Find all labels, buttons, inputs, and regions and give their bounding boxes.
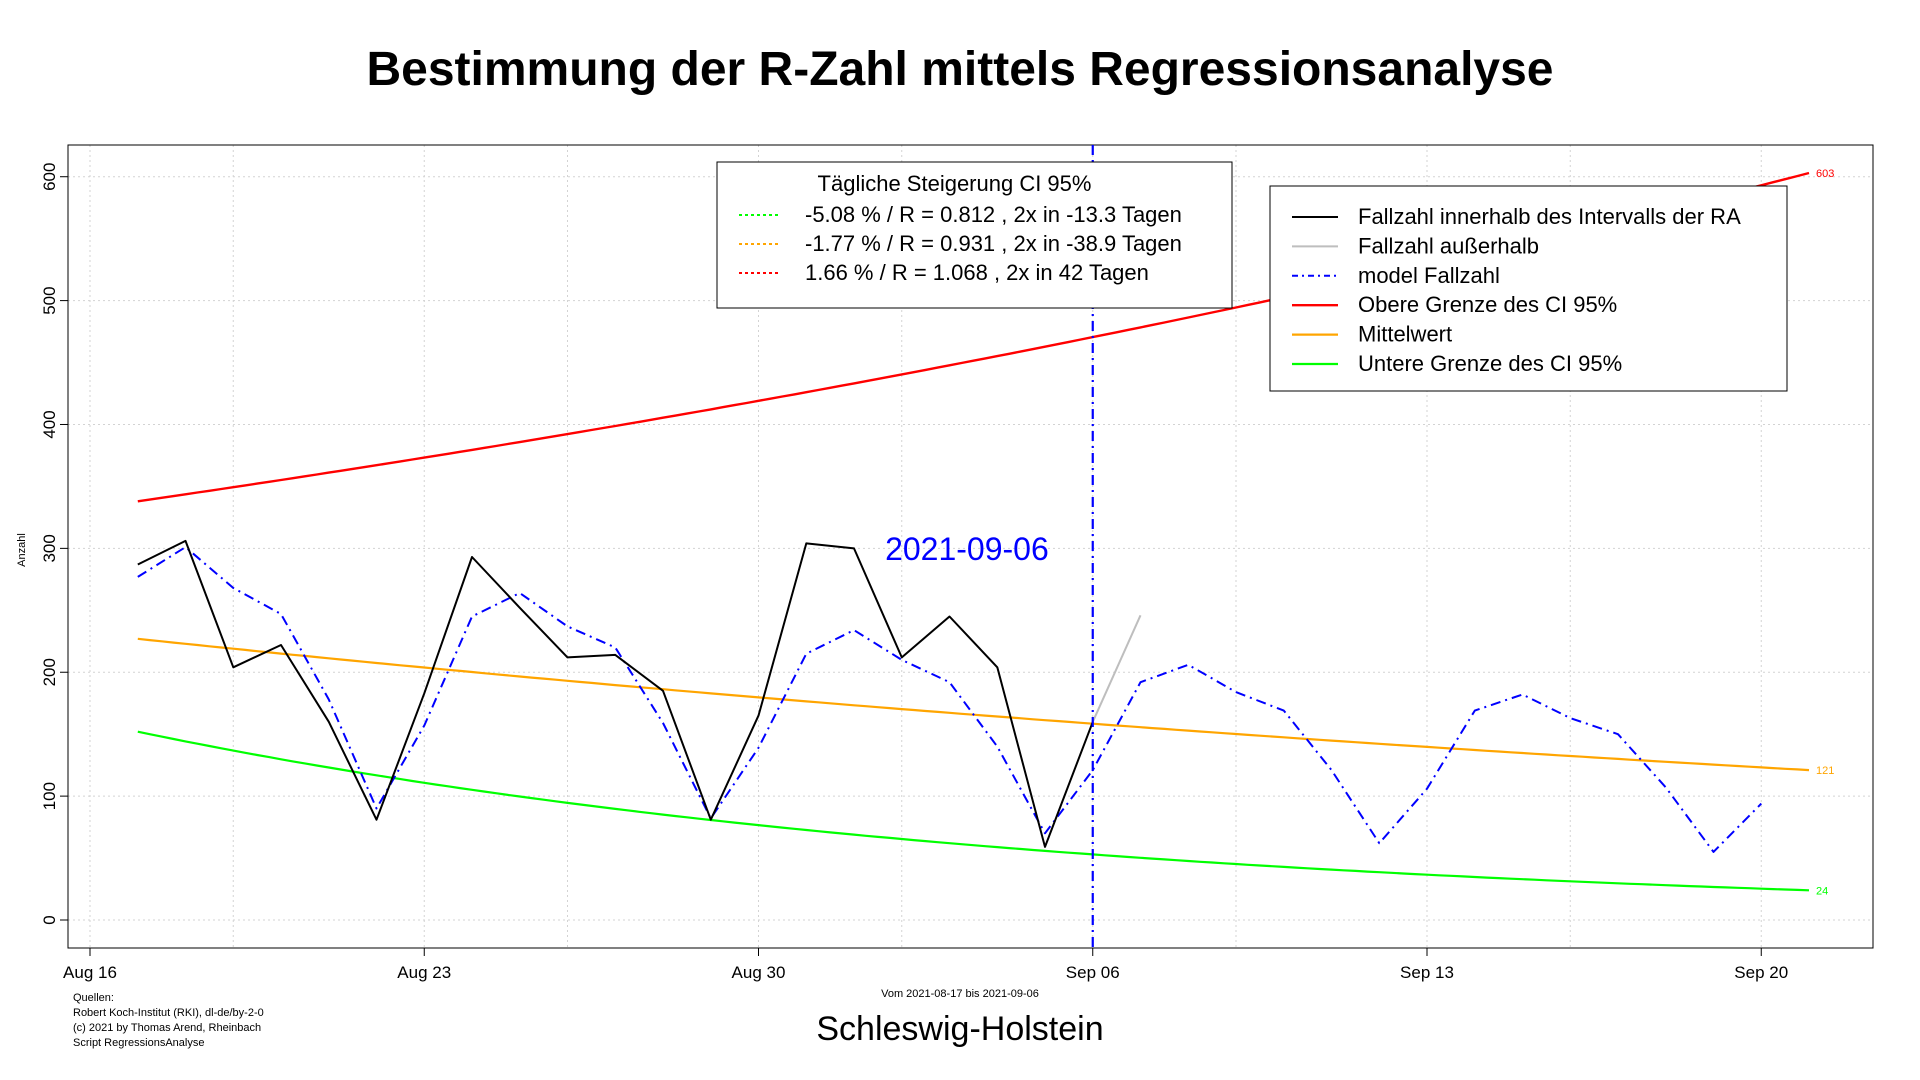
series-legend-entry-obere: Obere Grenze des CI 95%: [1358, 292, 1617, 317]
region-label: Schleswig-Holstein: [816, 1010, 1104, 1048]
y-tick-label-3: 300: [40, 534, 59, 562]
x-tick-label-5: Sep 20: [1734, 963, 1788, 982]
source-copyright: (c) 2021 by Thomas Arend, Rheinbach: [73, 1022, 262, 1034]
plot-frame: [67, 144, 1874, 949]
series-line-mittel: [137, 637, 1810, 772]
y-tick-label-6: 600: [40, 163, 59, 191]
series-legend-entry-fallzahl: Fallzahl innerhalb des Intervalls der RA: [1358, 204, 1741, 229]
end-label-untere: 24: [1816, 885, 1828, 897]
x-tick-label-1: Aug 23: [397, 963, 451, 982]
series-legend-box: [1269, 185, 1788, 392]
series-legend-entry-ausserhalb: Fallzahl außerhalb: [1358, 233, 1539, 258]
series-legend-entry-mittel: Mittelwert: [1358, 322, 1452, 347]
series-line-ausserhalb: [1091, 614, 1142, 723]
sources-label: Quellen:: [73, 992, 114, 1004]
series-legend-entry-untere: Untere Grenze des CI 95%: [1358, 351, 1622, 376]
ci-legend-entry-mittel: -1.77 % / R = 0.931 , 2x in -38.9 Tagen: [805, 231, 1182, 256]
x-tick-label-4: Sep 13: [1400, 963, 1454, 982]
y-tick-label-0: 0: [40, 915, 59, 924]
ci-legend-entry-obere: 1.66 % / R = 1.068 , 2x in 42 Tagen: [805, 260, 1149, 285]
series-line-fallzahl: [137, 539, 1094, 848]
series-line-untere: [137, 730, 1810, 892]
y-tick-label-2: 200: [40, 658, 59, 686]
y-tick-label-1: 100: [40, 782, 59, 810]
chart-title: Bestimmung der R-Zahl mittels Regression…: [366, 43, 1554, 96]
x-tick-label-3: Sep 06: [1066, 963, 1120, 982]
end-label-obere: 603: [1816, 168, 1834, 180]
period-label: Vom 2021-08-17 bis 2021-09-06: [881, 988, 1039, 1000]
end-label-mittel: 121: [1816, 765, 1834, 777]
ci-legend-title: Tägliche Steigerung CI 95%: [818, 171, 1092, 196]
source-script: Script RegressionsAnalyse: [73, 1037, 205, 1049]
ci-legend-entry-untere: -5.08 % / R = 0.812 , 2x in -13.3 Tagen: [805, 202, 1182, 227]
y-tick-label-4: 400: [40, 410, 59, 438]
date-marker-label: 2021-09-06: [885, 531, 1049, 567]
series-legend-entry-model: model Fallzahl: [1358, 263, 1500, 288]
x-tick-label-2: Aug 30: [732, 963, 786, 982]
source-rki: Robert Koch-Institut (RKI), dl-de/by-2-0: [73, 1007, 264, 1019]
ci-legend-box: [716, 161, 1233, 309]
y-axis-label: Anzahl: [16, 533, 28, 567]
x-tick-label-0: Aug 16: [63, 963, 117, 982]
y-tick-label-5: 500: [40, 286, 59, 314]
